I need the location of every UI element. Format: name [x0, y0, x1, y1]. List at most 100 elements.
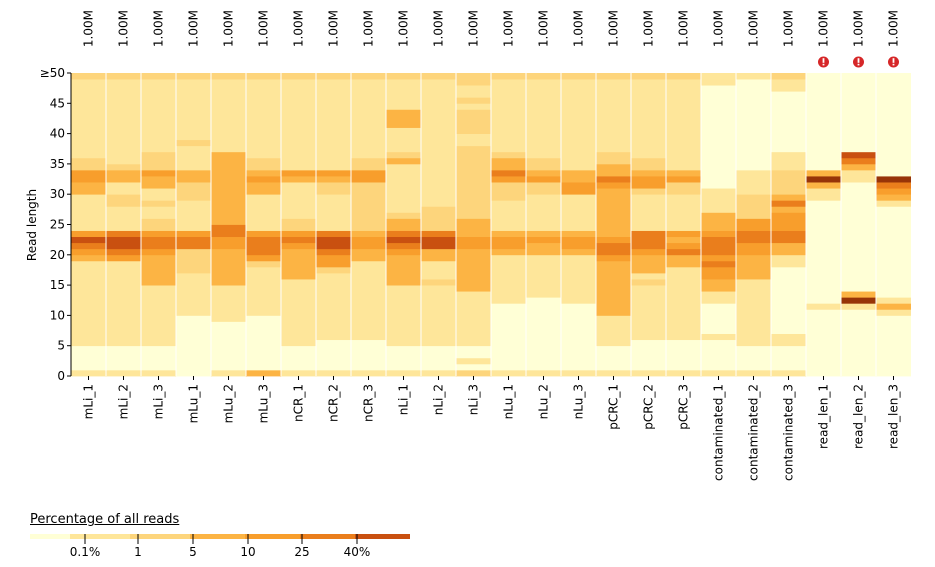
heatmap-column-nCR_3 [350, 73, 386, 377]
warning-icon[interactable] [818, 56, 829, 68]
heatmap-cell [666, 236, 701, 244]
heatmap-cell [736, 254, 771, 280]
heatmap-cell [106, 194, 141, 207]
heatmap-cell [841, 163, 876, 171]
warning-icon[interactable] [888, 56, 899, 68]
heatmap-cell [736, 194, 771, 219]
heatmap-cell [421, 79, 456, 165]
heatmap-cell [246, 73, 281, 80]
heatmap-cell [736, 242, 771, 256]
heatmap-cell [316, 272, 351, 341]
y-tick-label: 30 [50, 187, 65, 201]
heatmap-cell [631, 188, 666, 195]
heatmap-cell [876, 73, 911, 177]
heatmap-cell [701, 339, 736, 371]
column-label: read_len_2 [852, 384, 866, 449]
heatmap-column-contaminated_2 [735, 73, 771, 377]
heatmap-cell [526, 182, 561, 195]
heatmap-cell [71, 369, 106, 377]
heatmap-cell [526, 230, 561, 238]
heatmap-cell [806, 176, 841, 183]
column-label: mLu_3 [257, 384, 271, 423]
heatmap-cell [771, 266, 806, 334]
heatmap-cell [771, 73, 806, 80]
heatmap-cell [631, 272, 666, 280]
heatmap-cell [386, 73, 421, 80]
column-label: nLi_3 [467, 384, 481, 415]
heatmap-cell [526, 369, 561, 377]
heatmap-cell [596, 260, 631, 316]
heatmap-cell [316, 169, 351, 177]
heatmap-cell [876, 309, 911, 316]
heatmap-cell [456, 248, 491, 292]
heatmap-column-mLu_3 [245, 73, 281, 377]
legend-tick-label: 10 [240, 545, 255, 559]
heatmap-cell [351, 260, 386, 341]
column-total-label: 1.00M [712, 10, 726, 47]
heatmap-cell [876, 315, 911, 371]
heatmap-cell [351, 369, 386, 377]
heatmap-cell [876, 369, 911, 377]
heatmap-cell [281, 182, 316, 219]
heatmap-cell [211, 248, 246, 286]
column-label: contaminated_1 [712, 384, 726, 481]
heatmap-cell [386, 345, 421, 371]
heatmap-cell [631, 79, 666, 159]
heatmap-cell [211, 369, 246, 377]
heatmap-cell [106, 169, 141, 183]
heatmap-cell [316, 339, 351, 371]
y-axis: 0 5 10 15 20 25 30 35 40 45 ≥50 [40, 66, 72, 383]
legend-swatch [355, 534, 410, 539]
heatmap-cell [596, 242, 631, 256]
heatmap-cell [631, 194, 666, 231]
heatmap-cell [246, 169, 281, 177]
heatmap-cell [421, 260, 456, 280]
heatmap-cell [456, 363, 491, 371]
column-total-label: 1.00M [152, 10, 166, 47]
heatmap-cell [351, 169, 386, 183]
heatmap-cell [736, 73, 771, 80]
column-total-label: 1.00M [747, 10, 761, 47]
heatmap-cell [736, 79, 771, 171]
heatmap-cell [666, 248, 701, 256]
column-total-label: 1.00M [397, 10, 411, 47]
heatmap-cell [491, 79, 526, 153]
heatmap-cell [71, 230, 106, 238]
heatmap-cell [701, 230, 736, 238]
column-total-label: 1.00M [852, 10, 866, 47]
heatmap-cell [456, 145, 491, 219]
column-label: read_len_1 [817, 384, 831, 449]
heatmap-cell [106, 260, 141, 347]
heatmap-cell [876, 188, 911, 195]
heatmap-cell [351, 230, 386, 238]
heatmap-cell [141, 200, 176, 207]
heatmap-cell [211, 73, 246, 80]
heatmap-cell [631, 230, 666, 250]
column-label: nLi_2 [432, 384, 446, 415]
warning-icon[interactable] [853, 56, 864, 68]
heatmap-column-mLu_2 [210, 73, 246, 377]
heatmap-cell [421, 285, 456, 347]
heatmap-cell [596, 315, 631, 347]
heatmap-cell [141, 79, 176, 153]
heatmap-cell [316, 254, 351, 268]
heatmap-cell [71, 260, 106, 347]
heatmap-cell [491, 182, 526, 201]
y-tick-label: 40 [50, 127, 65, 141]
heatmap-cell [141, 236, 176, 250]
heatmap-cell [106, 206, 141, 231]
heatmap-cell [491, 303, 526, 371]
column-label: pCRC_2 [642, 384, 656, 430]
column-label: mLu_2 [222, 384, 236, 423]
heatmap-cell [246, 315, 281, 371]
column-total-label: 1.00M [467, 10, 481, 47]
column-label: nCR_1 [292, 384, 306, 422]
heatmap-cell [281, 236, 316, 244]
legend-swatch [130, 534, 190, 539]
heatmap-cell [736, 369, 771, 377]
heatmap-cell [806, 369, 841, 377]
heatmap-cell [246, 266, 281, 316]
heatmap-cell [631, 248, 666, 256]
heatmap-cell [176, 230, 211, 238]
heatmap-cell [281, 218, 316, 231]
